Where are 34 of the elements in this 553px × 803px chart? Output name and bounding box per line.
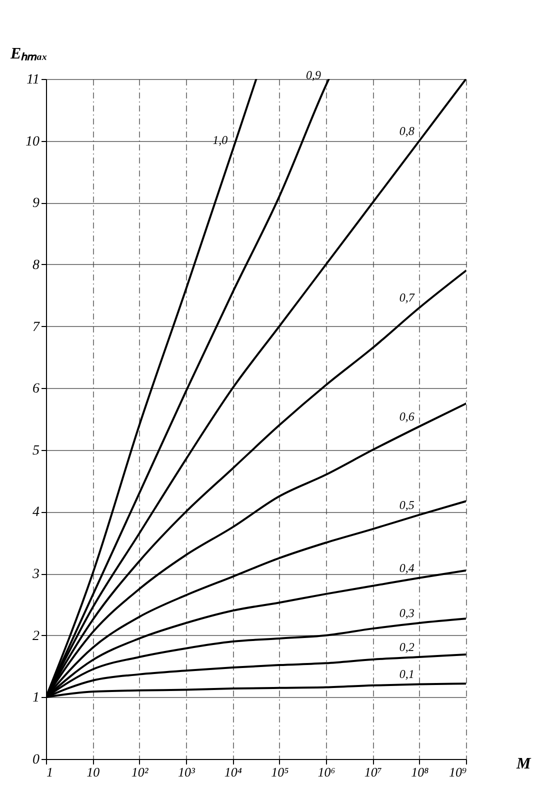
- series-label: 1,0: [212, 133, 228, 148]
- x-tick-label: 10⁴: [224, 764, 242, 780]
- y-tick-label: 11: [26, 72, 40, 88]
- x-tick-label: 10³: [178, 764, 196, 780]
- x-tick-label: 10⁵: [271, 764, 290, 780]
- x-tick-label: 1: [46, 764, 53, 780]
- series-label: 0,6: [399, 409, 414, 424]
- y-tick-label: 3: [32, 567, 40, 582]
- y-tick-label: 7: [32, 320, 40, 335]
- x-tick-label: 10²: [131, 764, 150, 780]
- x-tick-label: 10: [86, 764, 100, 780]
- y-tick-label: 6: [32, 382, 40, 397]
- x-tick-label: 10⁷: [364, 764, 382, 780]
- series-label: 0,9: [306, 68, 321, 82]
- x-axis-title: M: [516, 756, 532, 772]
- y-tick-label: 1: [32, 690, 40, 706]
- y-tick-label: 2: [32, 628, 40, 644]
- y-tick-label: 9: [32, 196, 40, 212]
- x-tick-label: 10⁸: [411, 764, 430, 780]
- y-tick-label: 10: [26, 134, 40, 150]
- y-tick-label: 5: [32, 443, 40, 458]
- series-label: 0,7: [399, 290, 416, 305]
- y-tick-label: 0: [32, 752, 40, 768]
- series-label: 0,4: [399, 560, 414, 575]
- series-label: 0,5: [399, 498, 414, 512]
- series-label: 0,1: [399, 667, 414, 682]
- y-tick-label: 4: [32, 505, 40, 520]
- y-axis-title: Eₕₘₐₓ: [10, 46, 48, 62]
- series-label: 0,8: [399, 124, 414, 138]
- x-tick-label: 10⁶: [318, 764, 336, 780]
- y-tick-label: 8: [32, 258, 40, 273]
- x-tick-label: 10⁹: [448, 764, 467, 780]
- series-label: 0,3: [399, 606, 414, 620]
- series-label: 0,2: [399, 640, 414, 654]
